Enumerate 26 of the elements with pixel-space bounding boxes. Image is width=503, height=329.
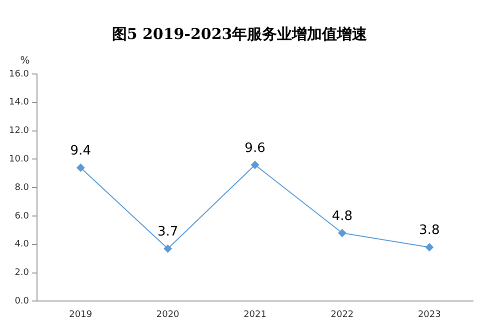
- y-tick-label: 16.0: [8, 69, 30, 80]
- y-tick-label: 6.0: [14, 211, 30, 222]
- x-tick-label: 2019: [69, 310, 92, 320]
- y-tick-label: 14.0: [8, 98, 30, 108]
- data-label: 4.8: [332, 208, 353, 224]
- point: [425, 243, 434, 252]
- point: [76, 164, 85, 172]
- x-tick-label: 2020: [156, 310, 180, 320]
- y-tick-label: 4.0: [14, 240, 30, 250]
- y-axis-title: %: [20, 56, 30, 67]
- chart-title: 图5 2019-2023年服务业增加值增速: [112, 24, 368, 43]
- x-tick-label: 2022: [330, 310, 354, 320]
- data-label: 9.6: [244, 140, 266, 156]
- x-tick-label: 2023: [418, 310, 441, 320]
- point: [251, 160, 260, 169]
- data-label: 3.7: [157, 224, 178, 240]
- y-tick-label: 8.0: [14, 182, 30, 193]
- y-tick-label: 2.0: [14, 268, 30, 278]
- y-tick-label: 0.0: [14, 296, 30, 307]
- point: [338, 229, 346, 238]
- point: [164, 244, 172, 253]
- x-tick-label: 2021: [244, 310, 266, 320]
- y-tick-label: 10.0: [8, 154, 30, 165]
- data-label: 3.8: [419, 223, 440, 238]
- data-label: 9.4: [70, 144, 91, 159]
- y-tick-label: 12.0: [8, 126, 30, 136]
